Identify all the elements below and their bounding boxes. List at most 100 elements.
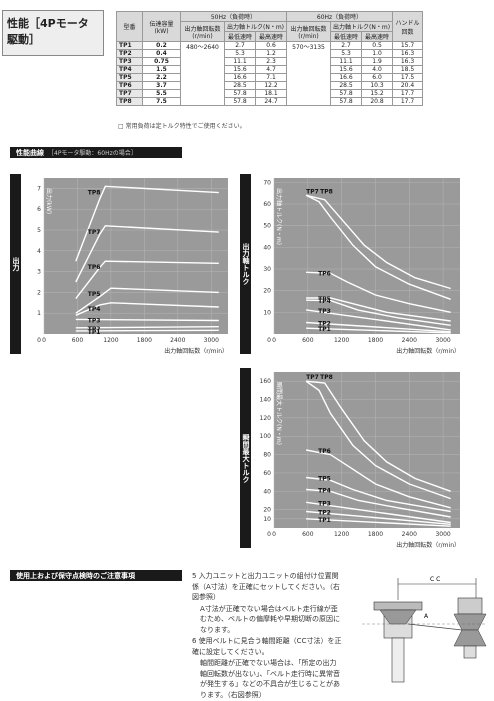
x-tick-label: 1800 <box>368 337 383 344</box>
series-line-tp3 <box>306 309 451 331</box>
series-label-tp6: TP6 <box>318 270 331 277</box>
cell-handle: 17.7 <box>392 97 424 106</box>
cell-t50max: 24.7 <box>254 97 288 106</box>
cell-t60min: 11.1 <box>330 57 363 66</box>
series-line-tp8 <box>75 185 219 262</box>
x-tick-label: 2400 <box>170 337 185 344</box>
series-label-tp7: TP7 <box>88 229 101 236</box>
table-row: TP7 5.5 57.8 18.1 57.8 15.2 17.7 <box>116 89 424 98</box>
cell-kw: 7.5 <box>142 97 181 106</box>
cell-t60max: 20.8 <box>361 97 394 106</box>
cell-t50min: 16.6 <box>224 73 256 82</box>
cell-t60min: 57.8 <box>330 97 363 106</box>
series-label-tp1: TP1 <box>88 329 101 336</box>
series-label-tp6: TP6 <box>88 264 101 271</box>
usage-item-1: 5 入力ユニットと出力ユニットの組付け位置関係（A寸法）を正確にセットしてくださ… <box>192 572 340 601</box>
cc-label: C C <box>430 576 440 583</box>
origin-label: 0 <box>267 531 271 538</box>
cell-kw: 0.2 <box>142 41 181 50</box>
y-axis-label: 瞬間最大トルク(N・m) <box>275 382 283 445</box>
header-min-60: 最低速時 <box>330 31 363 42</box>
x-tick-label: 1200 <box>334 337 349 344</box>
series-line-tp2 <box>75 326 219 329</box>
cell-model: TP5 <box>116 73 143 82</box>
table-row: TP6 3.7 28.5 12.2 28.5 10.3 20.4 <box>116 81 424 90</box>
series-label-tp3: TP3 <box>318 500 331 507</box>
header-max-60: 最高速時 <box>361 31 394 42</box>
y-tick-label: 5 <box>37 227 41 234</box>
series-label-tp4: TP4 <box>88 306 101 313</box>
series-label-tp2: TP2 <box>318 509 331 516</box>
series-line-tp4 <box>75 302 219 316</box>
y-tick-label: 20 <box>263 507 271 514</box>
cell-t60max: 10.3 <box>361 81 394 90</box>
cell-model: TP3 <box>116 57 143 66</box>
usage-header: 使用上および保守点検時のご注意事項 <box>10 570 182 581</box>
cell-speed50: 480〜2640 <box>180 41 225 106</box>
a-label: A <box>424 613 429 620</box>
x-tick-label: 0 <box>272 337 276 344</box>
cell-t50max: 7.1 <box>254 73 288 82</box>
series-line-tp2 <box>306 321 451 333</box>
cell-model: TP1 <box>116 41 143 50</box>
cell-t50max: 0.6 <box>254 41 288 50</box>
series-line-tp4 <box>306 488 451 518</box>
y-axis-label: 出力軸トルク(N・m) <box>275 188 283 245</box>
table-row: TP1 0.2 480〜2640 2.7 0.6 570〜3135 2.7 0.5 15.7 <box>116 41 424 106</box>
x-tick-label: 3000 <box>204 337 219 344</box>
cell-t60min: 5.3 <box>330 49 363 58</box>
x-tick-label: 600 <box>72 337 84 344</box>
chart-svg: 0 600 1200 1800 2400 3000 1 2 3 4 5 6 7 0 出力軸回転数（r/min… <box>37 178 228 355</box>
cell-kw: 5.5 <box>142 89 181 98</box>
series-label-tp2: TP2 <box>88 326 101 333</box>
cell-t50max: 12.2 <box>254 81 288 90</box>
y-tick-label: 4 <box>37 248 41 255</box>
series-line-tp8 <box>305 194 451 290</box>
y-tick-label: 3 <box>37 269 41 276</box>
series-line-tp1 <box>306 518 451 527</box>
series-label-tp4: TP4 <box>318 487 331 494</box>
y-tick-label: 20 <box>263 288 271 295</box>
cell-t60min: 16.6 <box>330 73 363 82</box>
header-60hz: 60Hz（負荷時） <box>286 11 394 22</box>
x-tick-label: 1800 <box>368 531 383 538</box>
y-tick-label: 70 <box>263 179 271 186</box>
origin-label: 0 <box>37 337 41 344</box>
table-note: □ 常用負荷は定トルク特性でご使用ください。 <box>118 123 246 130</box>
cell-model: TP4 <box>116 65 143 74</box>
series-line-tp5 <box>306 476 451 513</box>
cell-handle: 17.5 <box>392 73 424 82</box>
cell-model: TP7 <box>116 89 143 98</box>
series-line-tp3 <box>75 318 219 322</box>
header-max-50: 最高速時 <box>254 31 288 42</box>
series-label-tp4: TP4 <box>318 298 331 305</box>
series-label-tp5: TP5 <box>318 296 331 303</box>
cell-t50max: 2.3 <box>254 57 288 66</box>
y-tick-label: 40 <box>263 244 271 251</box>
cell-t50min: 28.5 <box>224 81 256 90</box>
series-line-tp5 <box>306 297 451 322</box>
cell-handle: 16.3 <box>392 57 424 66</box>
assembly-diagram: C C A <box>358 570 490 692</box>
x-axis-label: 出力軸回転数（r/min） <box>164 347 228 355</box>
y-tick-label: 40 <box>263 488 271 495</box>
cell-t60min: 2.7 <box>330 41 363 50</box>
header-handle: ハンドル 回数 <box>392 11 424 42</box>
y-tick-label: 160 <box>260 378 272 385</box>
x-tick-label: 0 <box>272 531 276 538</box>
x-axis-label: 出力軸回転数（r/min） <box>396 541 460 549</box>
cell-handle: 15.7 <box>392 41 424 50</box>
cell-model: TP8 <box>116 97 143 106</box>
series-line-tp3 <box>306 501 451 524</box>
y-tick-label: 6 <box>37 206 41 213</box>
table-row: TP4 1.5 15.6 4.7 15.6 4.0 18.5 <box>116 65 424 74</box>
cell-t50min: 15.6 <box>224 65 256 74</box>
table-row: TP2 0.4 5.3 1.2 5.3 1.0 16.3 <box>116 49 424 58</box>
series-line-tp6 <box>306 271 451 313</box>
cell-kw: 3.7 <box>142 81 181 90</box>
cell-t50min: 5.3 <box>224 49 256 58</box>
series-line-tp1 <box>75 329 219 332</box>
x-tick-label: 600 <box>302 531 314 538</box>
cell-t60min: 57.8 <box>330 89 363 98</box>
series-line-tp4 <box>306 299 451 326</box>
